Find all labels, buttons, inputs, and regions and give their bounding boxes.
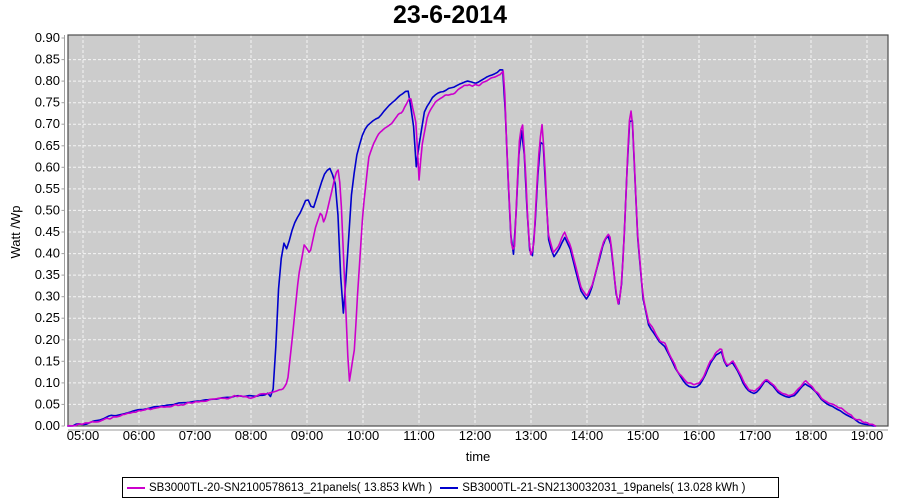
svg-text:0.20: 0.20 — [35, 332, 60, 347]
svg-text:0.75: 0.75 — [35, 95, 60, 110]
svg-text:0.35: 0.35 — [35, 267, 60, 282]
svg-text:0.15: 0.15 — [35, 353, 60, 368]
svg-text:0.25: 0.25 — [35, 310, 60, 325]
svg-text:0.00: 0.00 — [35, 418, 60, 433]
svg-text:0.55: 0.55 — [35, 181, 60, 196]
svg-text:0.05: 0.05 — [35, 396, 60, 411]
svg-text:Watt /Wp: Watt /Wp — [8, 206, 23, 259]
svg-text:0.80: 0.80 — [35, 73, 60, 88]
svg-text:0.10: 0.10 — [35, 375, 60, 390]
svg-text:0.45: 0.45 — [35, 224, 60, 239]
svg-text:0.30: 0.30 — [35, 289, 60, 304]
svg-text:0.60: 0.60 — [35, 159, 60, 174]
svg-text:0.50: 0.50 — [35, 202, 60, 217]
svg-text:0.85: 0.85 — [35, 52, 60, 67]
svg-text:time: time — [466, 449, 491, 464]
svg-text:0.70: 0.70 — [35, 116, 60, 131]
svg-text:0.40: 0.40 — [35, 246, 60, 261]
svg-text:0.90: 0.90 — [35, 30, 60, 45]
svg-text:0.65: 0.65 — [35, 138, 60, 153]
